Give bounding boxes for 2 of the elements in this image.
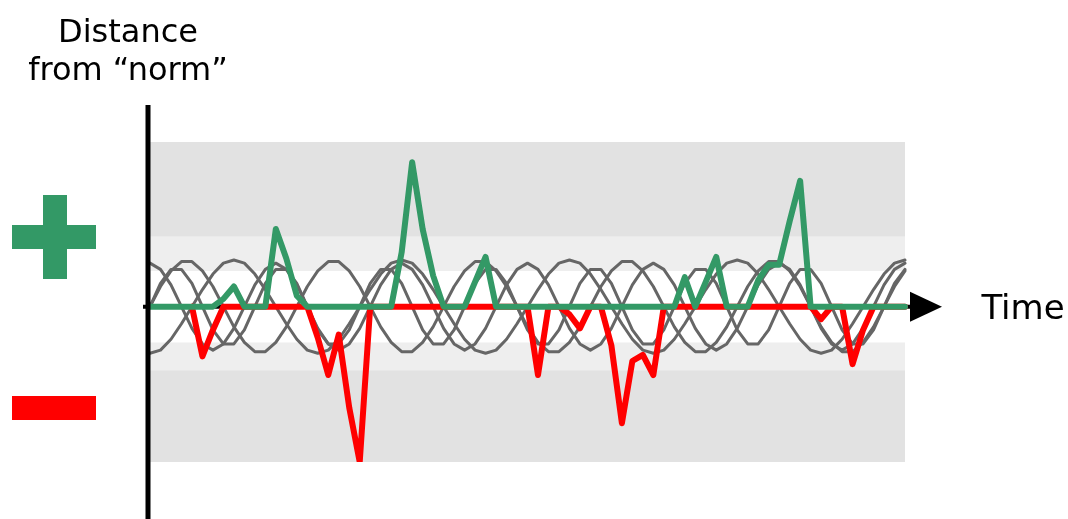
- y-axis-title: Distance from “norm”: [27, 12, 229, 88]
- x-axis-title: Time: [980, 286, 1065, 327]
